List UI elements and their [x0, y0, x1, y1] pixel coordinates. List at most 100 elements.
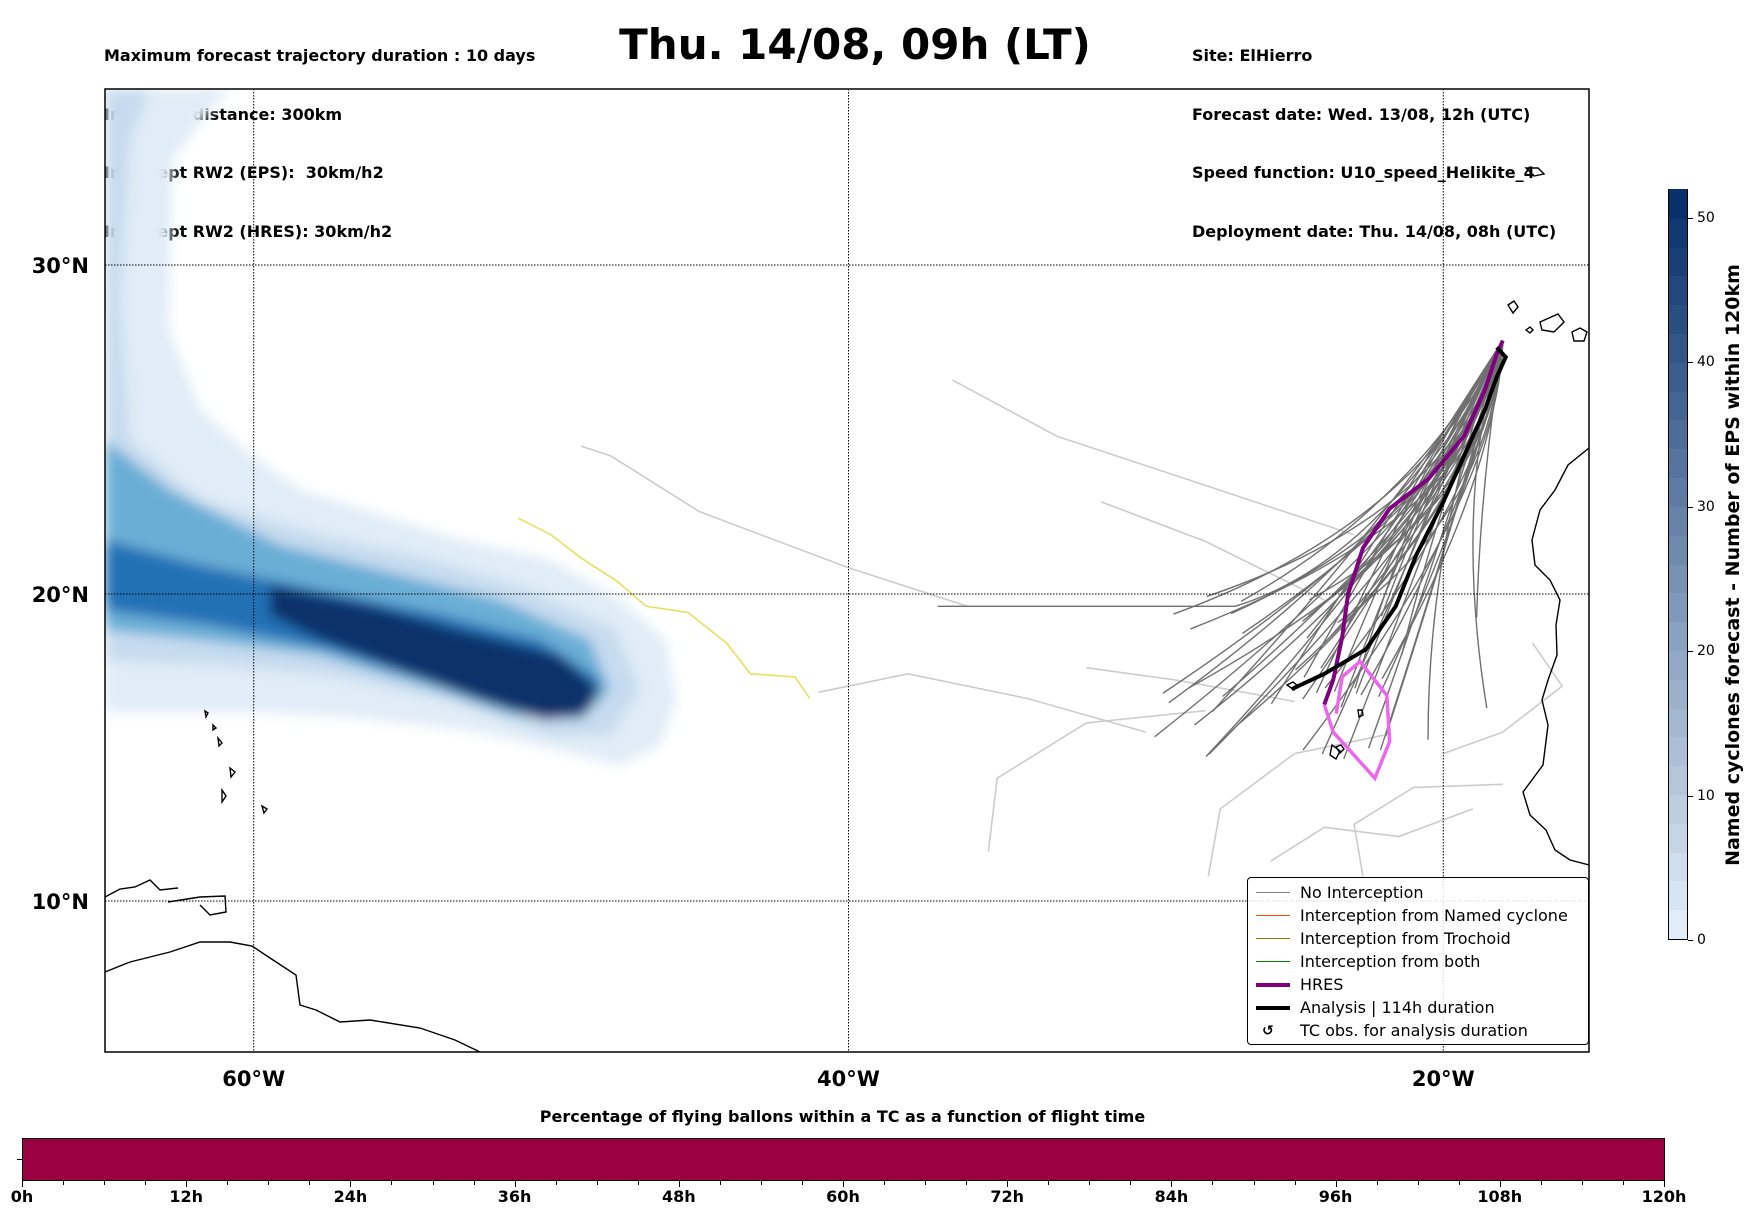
- legend-item-both: Interception from both: [1248, 950, 1588, 973]
- ensemble-track: [1333, 340, 1504, 692]
- time-tick: [555, 1181, 557, 1185]
- time-bar: [22, 1138, 1665, 1181]
- colorbar-step: [1669, 188, 1687, 219]
- colorbar-step: [1669, 908, 1687, 939]
- colorbar-step: [1669, 735, 1687, 767]
- time-tick: [1048, 1181, 1050, 1185]
- coast-canary-islands: [1507, 300, 1588, 342]
- header-line-max-duration: Maximum forecast trajectory duration : 1…: [104, 46, 536, 65]
- coast-west-africa: [1522, 447, 1589, 866]
- time-tick: [1089, 1181, 1091, 1185]
- colorbar-step: [1669, 534, 1687, 565]
- legend-swatch-purple-line: [1256, 982, 1290, 987]
- time-tick: [186, 1181, 188, 1187]
- time-tick: [925, 1181, 927, 1185]
- time-tick: [1294, 1181, 1296, 1185]
- time-bar-y-tick: [17, 1159, 22, 1160]
- ensemble-track: [1322, 340, 1504, 645]
- colorbar-step: [1669, 274, 1687, 306]
- ensemble-track: [1239, 340, 1504, 724]
- ensemble-track: [1173, 340, 1504, 615]
- time-tick: [678, 1181, 680, 1187]
- time-tick: [268, 1181, 270, 1185]
- colorbar-step: [1669, 678, 1687, 709]
- hres-track: [1322, 339, 1505, 706]
- ensemble-track: [1230, 340, 1504, 615]
- colorbar-tick: [1688, 795, 1693, 797]
- time-tick: [596, 1181, 598, 1185]
- time-tick-label: 24h: [333, 1187, 368, 1206]
- colorbar-tick-label: 10: [1697, 787, 1715, 804]
- colorbar-tick: [1688, 651, 1693, 653]
- colorbar-step: [1669, 476, 1687, 507]
- ensemble-track: [1340, 340, 1504, 708]
- lon-label: 20°W: [1412, 1067, 1475, 1091]
- faded-track: [818, 672, 1147, 733]
- cyclone-density-field: [105, 89, 676, 765]
- time-tick: [309, 1181, 311, 1185]
- header-site-info: Site: ElHierro Forecast date: Wed. 13/08…: [1192, 7, 1556, 261]
- faded-track: [1086, 666, 1295, 703]
- colorbar-step: [1669, 303, 1687, 335]
- header-line-speed-function: Speed function: U10_speed_Helikite_4: [1192, 163, 1535, 182]
- time-tick: [1130, 1181, 1132, 1185]
- coast-venezuela-gulf: [105, 879, 179, 898]
- analysis-track: [1290, 345, 1509, 692]
- legend-swatch-black-line: [1256, 1005, 1290, 1010]
- colorbar-step: [1669, 822, 1687, 853]
- colorbar-step: [1669, 332, 1687, 363]
- faded-ensemble-tracks: [580, 379, 1564, 877]
- faded-track: [1443, 642, 1564, 755]
- lat-label: 20°N: [32, 583, 89, 607]
- time-tick: [22, 1181, 23, 1187]
- coast-south-america: [105, 941, 481, 1052]
- time-tick: [227, 1181, 229, 1185]
- tc-obs-icon: ↺: [1262, 1022, 1274, 1039]
- time-tick-label: 60h: [826, 1187, 860, 1206]
- colorbar-tick-label: 0: [1697, 932, 1706, 948]
- time-tick: [1253, 1181, 1255, 1185]
- lon-label: 60°W: [222, 1067, 285, 1091]
- ensemble-track: [937, 340, 1504, 607]
- colorbar-step: [1669, 418, 1687, 450]
- time-tick-label: 48h: [661, 1187, 696, 1206]
- time-tick-label: 96h: [1318, 1187, 1353, 1206]
- faded-track: [1270, 808, 1474, 862]
- time-tick: [966, 1181, 968, 1185]
- time-tick: [350, 1181, 352, 1187]
- time-tick-label: 72h: [990, 1187, 1025, 1206]
- colorbar-tick: [1688, 362, 1693, 364]
- ensemble-track: [1302, 340, 1504, 751]
- time-tick: [1458, 1181, 1460, 1185]
- time-tick-label: 0h: [10, 1187, 34, 1206]
- time-tick: [719, 1181, 721, 1185]
- page-title: Thu. 14/08, 09h (LT): [619, 20, 1091, 69]
- time-tick: [473, 1181, 475, 1185]
- faded-track: [1353, 783, 1503, 877]
- time-tick: [1007, 1181, 1009, 1187]
- time-tick: [432, 1181, 434, 1185]
- colorbar-step: [1669, 879, 1687, 911]
- time-tick: [801, 1181, 803, 1185]
- colorbar-step: [1669, 851, 1687, 882]
- time-bar-title: Percentage of flying ballons within a TC…: [539, 1107, 1146, 1126]
- colorbar-step: [1669, 649, 1687, 680]
- faded-track: [1101, 501, 1325, 601]
- colorbar-tick-label: 50: [1697, 209, 1715, 226]
- colorbar-step: [1669, 447, 1687, 479]
- header-line-forecast-date: Forecast date: Wed. 13/08, 12h (UTC): [1192, 104, 1531, 124]
- colorbar-step: [1669, 217, 1687, 248]
- tc-obs-track: [1322, 658, 1392, 782]
- ensemble-tracks-no-interception: [937, 340, 1504, 760]
- time-tick: [391, 1181, 393, 1185]
- time-tick: [145, 1181, 147, 1185]
- legend-item-named-cyclone: Interception from Named cyclone: [1248, 904, 1588, 927]
- time-tick: [1417, 1181, 1419, 1185]
- colorbar-tick-label: 20: [1697, 643, 1715, 660]
- time-tick: [1376, 1181, 1378, 1185]
- lon-label: 40°W: [817, 1067, 880, 1091]
- density-band-core: [270, 585, 600, 720]
- time-tick-label: 36h: [497, 1187, 532, 1206]
- time-tick: [1171, 1181, 1173, 1187]
